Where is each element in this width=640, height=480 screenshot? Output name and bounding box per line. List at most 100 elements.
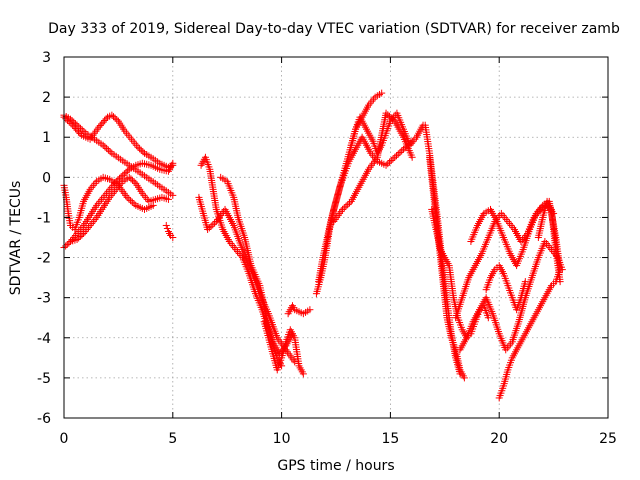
data-point — [106, 193, 114, 201]
data-point — [269, 350, 277, 358]
x-tick-label: 10 — [273, 431, 291, 447]
data-point — [323, 234, 331, 241]
data-point-interp — [111, 114, 119, 122]
data-point-interp — [130, 200, 138, 208]
data-point — [106, 175, 114, 183]
data-point-interp — [76, 130, 84, 138]
data-point — [158, 193, 166, 201]
data-point — [86, 211, 94, 219]
data-point — [212, 217, 220, 225]
data-point — [356, 181, 364, 189]
data-point — [547, 282, 555, 290]
data-point — [104, 113, 112, 121]
data-point — [500, 270, 508, 278]
plot-frame — [63, 56, 609, 419]
data-point — [238, 246, 246, 254]
data-point — [493, 217, 501, 225]
y-tick-label: -2 — [37, 251, 51, 267]
data-point — [73, 229, 81, 237]
data-point-interp — [344, 201, 352, 209]
data-point — [539, 298, 547, 306]
data-point — [365, 129, 373, 137]
data-point — [169, 191, 177, 199]
data-point — [491, 266, 499, 274]
data-point — [69, 121, 77, 129]
data-point — [515, 318, 523, 326]
data-point-interp — [396, 148, 404, 156]
data-point — [108, 111, 116, 119]
data-point-interp — [76, 232, 84, 240]
x-tick-label: 15 — [381, 431, 399, 447]
data-point-interp — [72, 125, 80, 133]
data-point-interp — [63, 116, 71, 124]
data-point — [447, 334, 455, 342]
data-point — [315, 278, 323, 286]
y-tick-label: -3 — [37, 291, 51, 307]
data-point — [291, 358, 299, 366]
data-point — [467, 238, 475, 246]
data-point — [399, 145, 407, 153]
data-point — [500, 382, 508, 390]
data-point — [408, 153, 416, 161]
data-point — [291, 334, 299, 342]
data-point — [145, 197, 153, 205]
data-point — [497, 209, 505, 217]
data-point — [532, 209, 540, 217]
data-point — [99, 203, 107, 211]
data-point — [341, 169, 349, 177]
data-point — [484, 234, 492, 241]
data-point — [480, 209, 488, 217]
data-point-interp — [398, 147, 406, 155]
data-point — [530, 314, 538, 322]
data-point — [282, 338, 290, 346]
data-point — [439, 274, 447, 282]
data-point-interp — [104, 146, 112, 154]
data-point-interp — [127, 197, 135, 205]
data-point — [373, 153, 381, 161]
data-point-interp — [139, 148, 147, 156]
data-point-interp — [101, 143, 109, 151]
data-point — [201, 153, 209, 161]
data-point-interp — [117, 173, 125, 181]
series-track-5-early — [60, 174, 155, 231]
data-point — [169, 159, 177, 167]
data-point — [534, 254, 542, 262]
data-point — [356, 113, 364, 121]
data-point — [534, 234, 542, 241]
data-point — [367, 149, 375, 157]
data-point — [347, 141, 355, 149]
y-tick-label: -6 — [37, 411, 51, 427]
data-point-interp — [124, 167, 132, 175]
data-point — [521, 330, 529, 338]
y-tick-label: 2 — [42, 90, 51, 106]
y-tick-label: -1 — [37, 210, 51, 226]
data-point — [162, 221, 170, 229]
data-point — [500, 234, 508, 241]
data-point-interp — [103, 144, 111, 152]
data-point — [121, 127, 129, 135]
data-point — [460, 374, 468, 382]
data-point-interp — [384, 160, 392, 168]
data-point-interp — [342, 202, 350, 210]
data-point-interp — [65, 118, 73, 126]
data-point — [80, 197, 88, 205]
data-point — [238, 254, 246, 262]
data-point — [513, 346, 521, 354]
data-point — [299, 370, 307, 378]
data-point — [117, 155, 125, 163]
data-point — [352, 125, 360, 133]
data-point — [132, 179, 140, 187]
data-point — [151, 179, 159, 187]
data-point-interp — [106, 148, 114, 156]
data-point — [473, 221, 481, 229]
data-point — [552, 246, 560, 254]
data-point — [223, 177, 231, 185]
data-point — [552, 234, 560, 241]
data-point-interp — [63, 241, 71, 249]
x-tick-label: 25 — [599, 431, 617, 447]
data-point-interp — [211, 219, 219, 227]
data-point — [521, 278, 529, 286]
data-point — [482, 294, 490, 302]
data-point — [106, 185, 114, 193]
data-point-interp — [98, 120, 106, 128]
